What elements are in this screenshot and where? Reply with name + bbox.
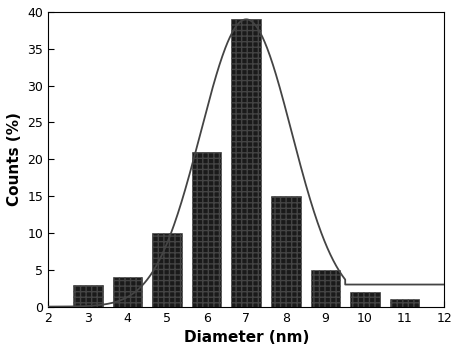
- Bar: [311, 270, 340, 307]
- Y-axis label: Counts (%): Counts (%): [7, 112, 22, 206]
- Bar: [73, 284, 103, 307]
- Bar: [390, 299, 420, 307]
- Bar: [112, 277, 142, 307]
- Bar: [271, 196, 301, 307]
- Bar: [152, 233, 182, 307]
- Bar: [192, 152, 221, 307]
- Bar: [350, 292, 380, 307]
- X-axis label: Diameter (nm): Diameter (nm): [184, 330, 309, 345]
- Bar: [231, 19, 261, 307]
